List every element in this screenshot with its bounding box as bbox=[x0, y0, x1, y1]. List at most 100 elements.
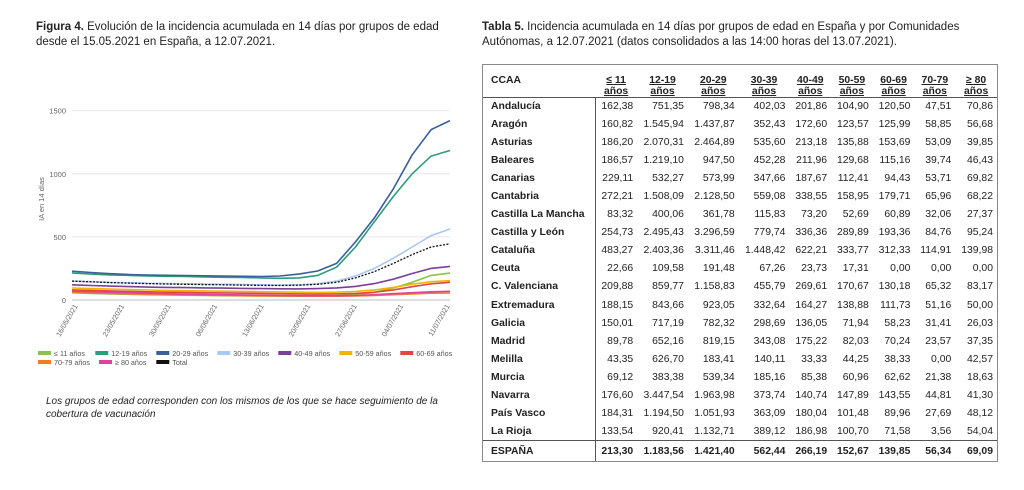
chart-svg: 0 500 1000 1500 IA en 14 días 16/05/2021 23/05… bbox=[37, 107, 453, 367]
incidence-value: 1.132,71 bbox=[694, 425, 735, 437]
incidence-value: 2.403,36 bbox=[643, 245, 684, 257]
incidence-value: 160,82 bbox=[601, 118, 634, 130]
incidence-value: 819,15 bbox=[702, 335, 735, 347]
incidence-value: 535,60 bbox=[753, 136, 786, 148]
table-row: Murcia 69,12 383,38 539,34 185,16 85,38 60,96 6… bbox=[483, 368, 997, 387]
incidence-value: 402,03 bbox=[753, 100, 786, 112]
incidence-value: 1.219,10 bbox=[643, 154, 684, 166]
header-age-group: 30-39 años bbox=[738, 65, 790, 98]
incidence-value: 48,12 bbox=[966, 408, 993, 420]
legend-label: 60-69 años bbox=[416, 349, 452, 358]
legend-label: 12-19 años bbox=[111, 349, 147, 358]
table-row: Castilla La Mancha 83,32 400,06 361,78 115,8… bbox=[483, 205, 997, 224]
incidence-value: 23,73 bbox=[801, 263, 828, 275]
incidence-value: 53,09 bbox=[925, 136, 952, 148]
incidence-value: 186,98 bbox=[795, 425, 828, 437]
incidence-value: 82,03 bbox=[842, 335, 869, 347]
incidence-value: 17,31 bbox=[842, 263, 869, 275]
header-age-unit: años bbox=[603, 85, 629, 97]
incidence-value: 50,00 bbox=[966, 299, 993, 311]
incidence-value: 89,78 bbox=[607, 335, 634, 347]
incidence-value: 266,19 bbox=[789, 440, 832, 461]
y-tick-label: 0 bbox=[62, 296, 66, 305]
incidence-value: 94,43 bbox=[884, 172, 911, 184]
incidence-value: 21,38 bbox=[925, 371, 952, 383]
incidence-value: 352,43 bbox=[753, 118, 786, 130]
figure-label: Figura 4. bbox=[36, 21, 84, 33]
incidence-value: 69,82 bbox=[966, 172, 993, 184]
incidence-value: 38,33 bbox=[884, 353, 911, 365]
incidence-table: CCAA ≤ 11 años 12-19 años 20-29 años 30-39 años… bbox=[482, 64, 998, 462]
incidence-value: 400,06 bbox=[652, 209, 684, 221]
table-caption-block: Tabla 5. Incidencia acumulada en 14 días… bbox=[482, 20, 1002, 50]
incidence-value: 843,66 bbox=[652, 299, 684, 311]
legend-swatch bbox=[38, 351, 51, 355]
incidence-value: 22,66 bbox=[607, 263, 634, 275]
incidence-value: 139,98 bbox=[961, 245, 993, 257]
x-tick-label: 13/06/2021 bbox=[240, 303, 266, 339]
header-age-group: 20-29 años bbox=[687, 65, 739, 98]
incidence-value: 201,86 bbox=[795, 100, 828, 112]
header-age-unit: años bbox=[798, 85, 823, 97]
incidence-value: 83,32 bbox=[607, 209, 634, 221]
incidence-value: 373,74 bbox=[753, 390, 786, 402]
table-row: Castilla y León 254,73 2.495,43 3.296,59 779… bbox=[483, 223, 997, 242]
x-tick-label: 23/05/2021 bbox=[100, 303, 126, 339]
incidence-value: 559,08 bbox=[753, 191, 786, 203]
incidence-value: 652,16 bbox=[652, 335, 684, 347]
legend-label: 40-49 años bbox=[294, 349, 330, 358]
incidence-value: 114,91 bbox=[920, 245, 952, 257]
table-row: Extremadura 188,15 843,66 923,05 332,64 164,2… bbox=[483, 296, 997, 315]
incidence-value: 1.051,93 bbox=[694, 408, 735, 420]
table-body: Andalucía 162,38 751,35 798,34 402,03 201,86 1… bbox=[483, 97, 997, 461]
figure-note: Los grupos de edad corresponden con los … bbox=[46, 396, 438, 420]
legend-label: Total bbox=[172, 358, 188, 367]
incidence-value: 188,15 bbox=[601, 299, 634, 311]
incidence-value: 83,17 bbox=[966, 281, 993, 293]
figure-caption-block: Figura 4. Evolución de la incidencia acu… bbox=[36, 20, 466, 50]
incidence-value: 111,73 bbox=[880, 299, 911, 311]
incidence-value: 347,66 bbox=[753, 172, 786, 184]
region-name: Galicia bbox=[483, 314, 596, 333]
incidence-value: 289,89 bbox=[836, 227, 869, 239]
incidence-value: 193,36 bbox=[878, 227, 911, 239]
table-row: Aragón 160,82 1.545,94 1.437,87 352,43 172,60… bbox=[483, 115, 997, 134]
incidence-value: 172,60 bbox=[795, 118, 828, 130]
incidence-value: 191,48 bbox=[702, 263, 735, 275]
incidence-value: 44,25 bbox=[842, 353, 869, 365]
incidence-value: 39,74 bbox=[925, 154, 952, 166]
region-name: Extremadura bbox=[483, 296, 596, 315]
legend-label: 20-29 años bbox=[172, 349, 208, 358]
table-row: Andalucía 162,38 751,35 798,34 402,03 201,86 1… bbox=[483, 97, 997, 116]
incidence-value: 539,34 bbox=[702, 371, 735, 383]
header-age-unit: años bbox=[964, 85, 989, 97]
incidence-value: 363,09 bbox=[753, 408, 786, 420]
legend-swatch bbox=[38, 360, 51, 364]
header-age-unit: años bbox=[751, 85, 777, 97]
incidence-value: 47,51 bbox=[925, 100, 952, 112]
incidence-value: 71,94 bbox=[842, 317, 869, 329]
incidence-value: 2.464,89 bbox=[694, 136, 735, 148]
incidence-value: 46,43 bbox=[966, 154, 993, 166]
incidence-value: 389,12 bbox=[753, 425, 786, 437]
incidence-value: 139,85 bbox=[872, 440, 915, 461]
incidence-value: 175,22 bbox=[795, 335, 828, 347]
incidence-value: 60,89 bbox=[884, 209, 911, 221]
incidence-value: 782,32 bbox=[702, 317, 735, 329]
incidence-value: 343,08 bbox=[753, 335, 786, 347]
incidence-value: 183,41 bbox=[702, 353, 735, 365]
incidence-value: 70,24 bbox=[884, 335, 911, 347]
x-tick-label: 06/06/2021 bbox=[193, 303, 219, 339]
incidence-value: 1.508,09 bbox=[643, 191, 684, 203]
series-line bbox=[71, 243, 451, 287]
incidence-value: 115,83 bbox=[754, 209, 786, 221]
incidence-value: 211,96 bbox=[796, 154, 828, 166]
incidence-value: 573,99 bbox=[702, 172, 735, 184]
incidence-value: 41,30 bbox=[966, 390, 993, 402]
incidence-value: 123,57 bbox=[836, 118, 869, 130]
incidence-value: 0,00 bbox=[931, 353, 952, 365]
incidence-value: 923,05 bbox=[702, 299, 735, 311]
incidence-value: 51,16 bbox=[925, 299, 952, 311]
incidence-value: 150,01 bbox=[601, 317, 634, 329]
series-line bbox=[71, 265, 451, 290]
